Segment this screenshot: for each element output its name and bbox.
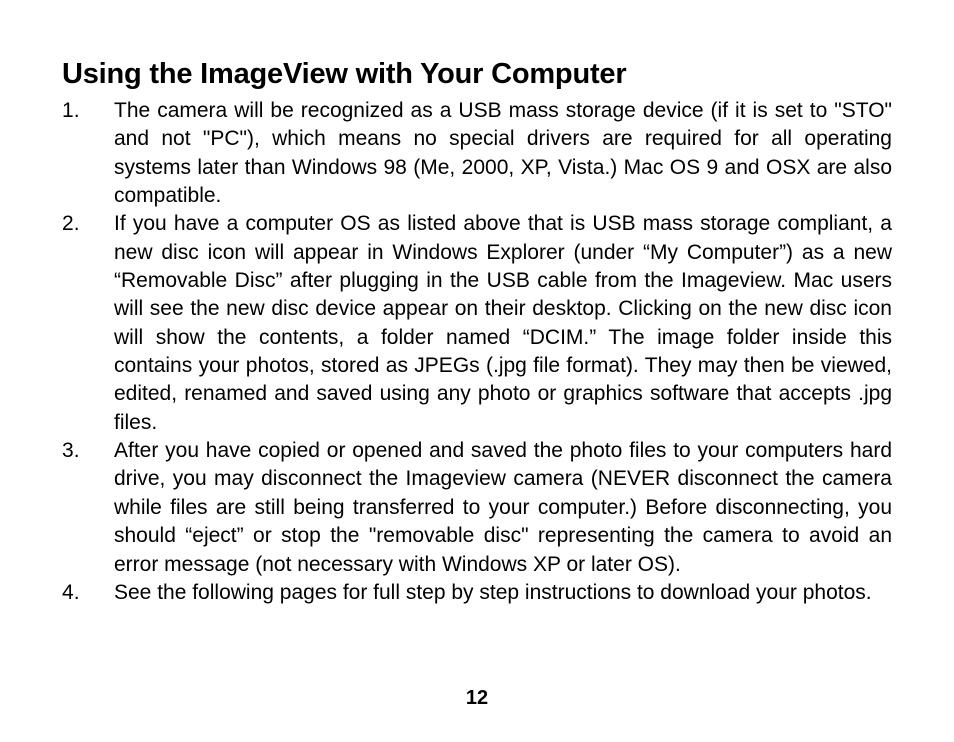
- document-page: Using the ImageView with Your Computer T…: [0, 0, 954, 742]
- list-item: After you have copied or opened and save…: [62, 437, 892, 579]
- page-title: Using the ImageView with Your Computer: [62, 58, 892, 91]
- page-number: 12: [0, 687, 954, 710]
- list-item: The camera will be recognized as a USB m…: [62, 97, 892, 210]
- list-item: If you have a computer OS as listed abov…: [62, 210, 892, 437]
- instruction-list: The camera will be recognized as a USB m…: [62, 97, 892, 607]
- list-item: See the following pages for full step by…: [62, 579, 892, 607]
